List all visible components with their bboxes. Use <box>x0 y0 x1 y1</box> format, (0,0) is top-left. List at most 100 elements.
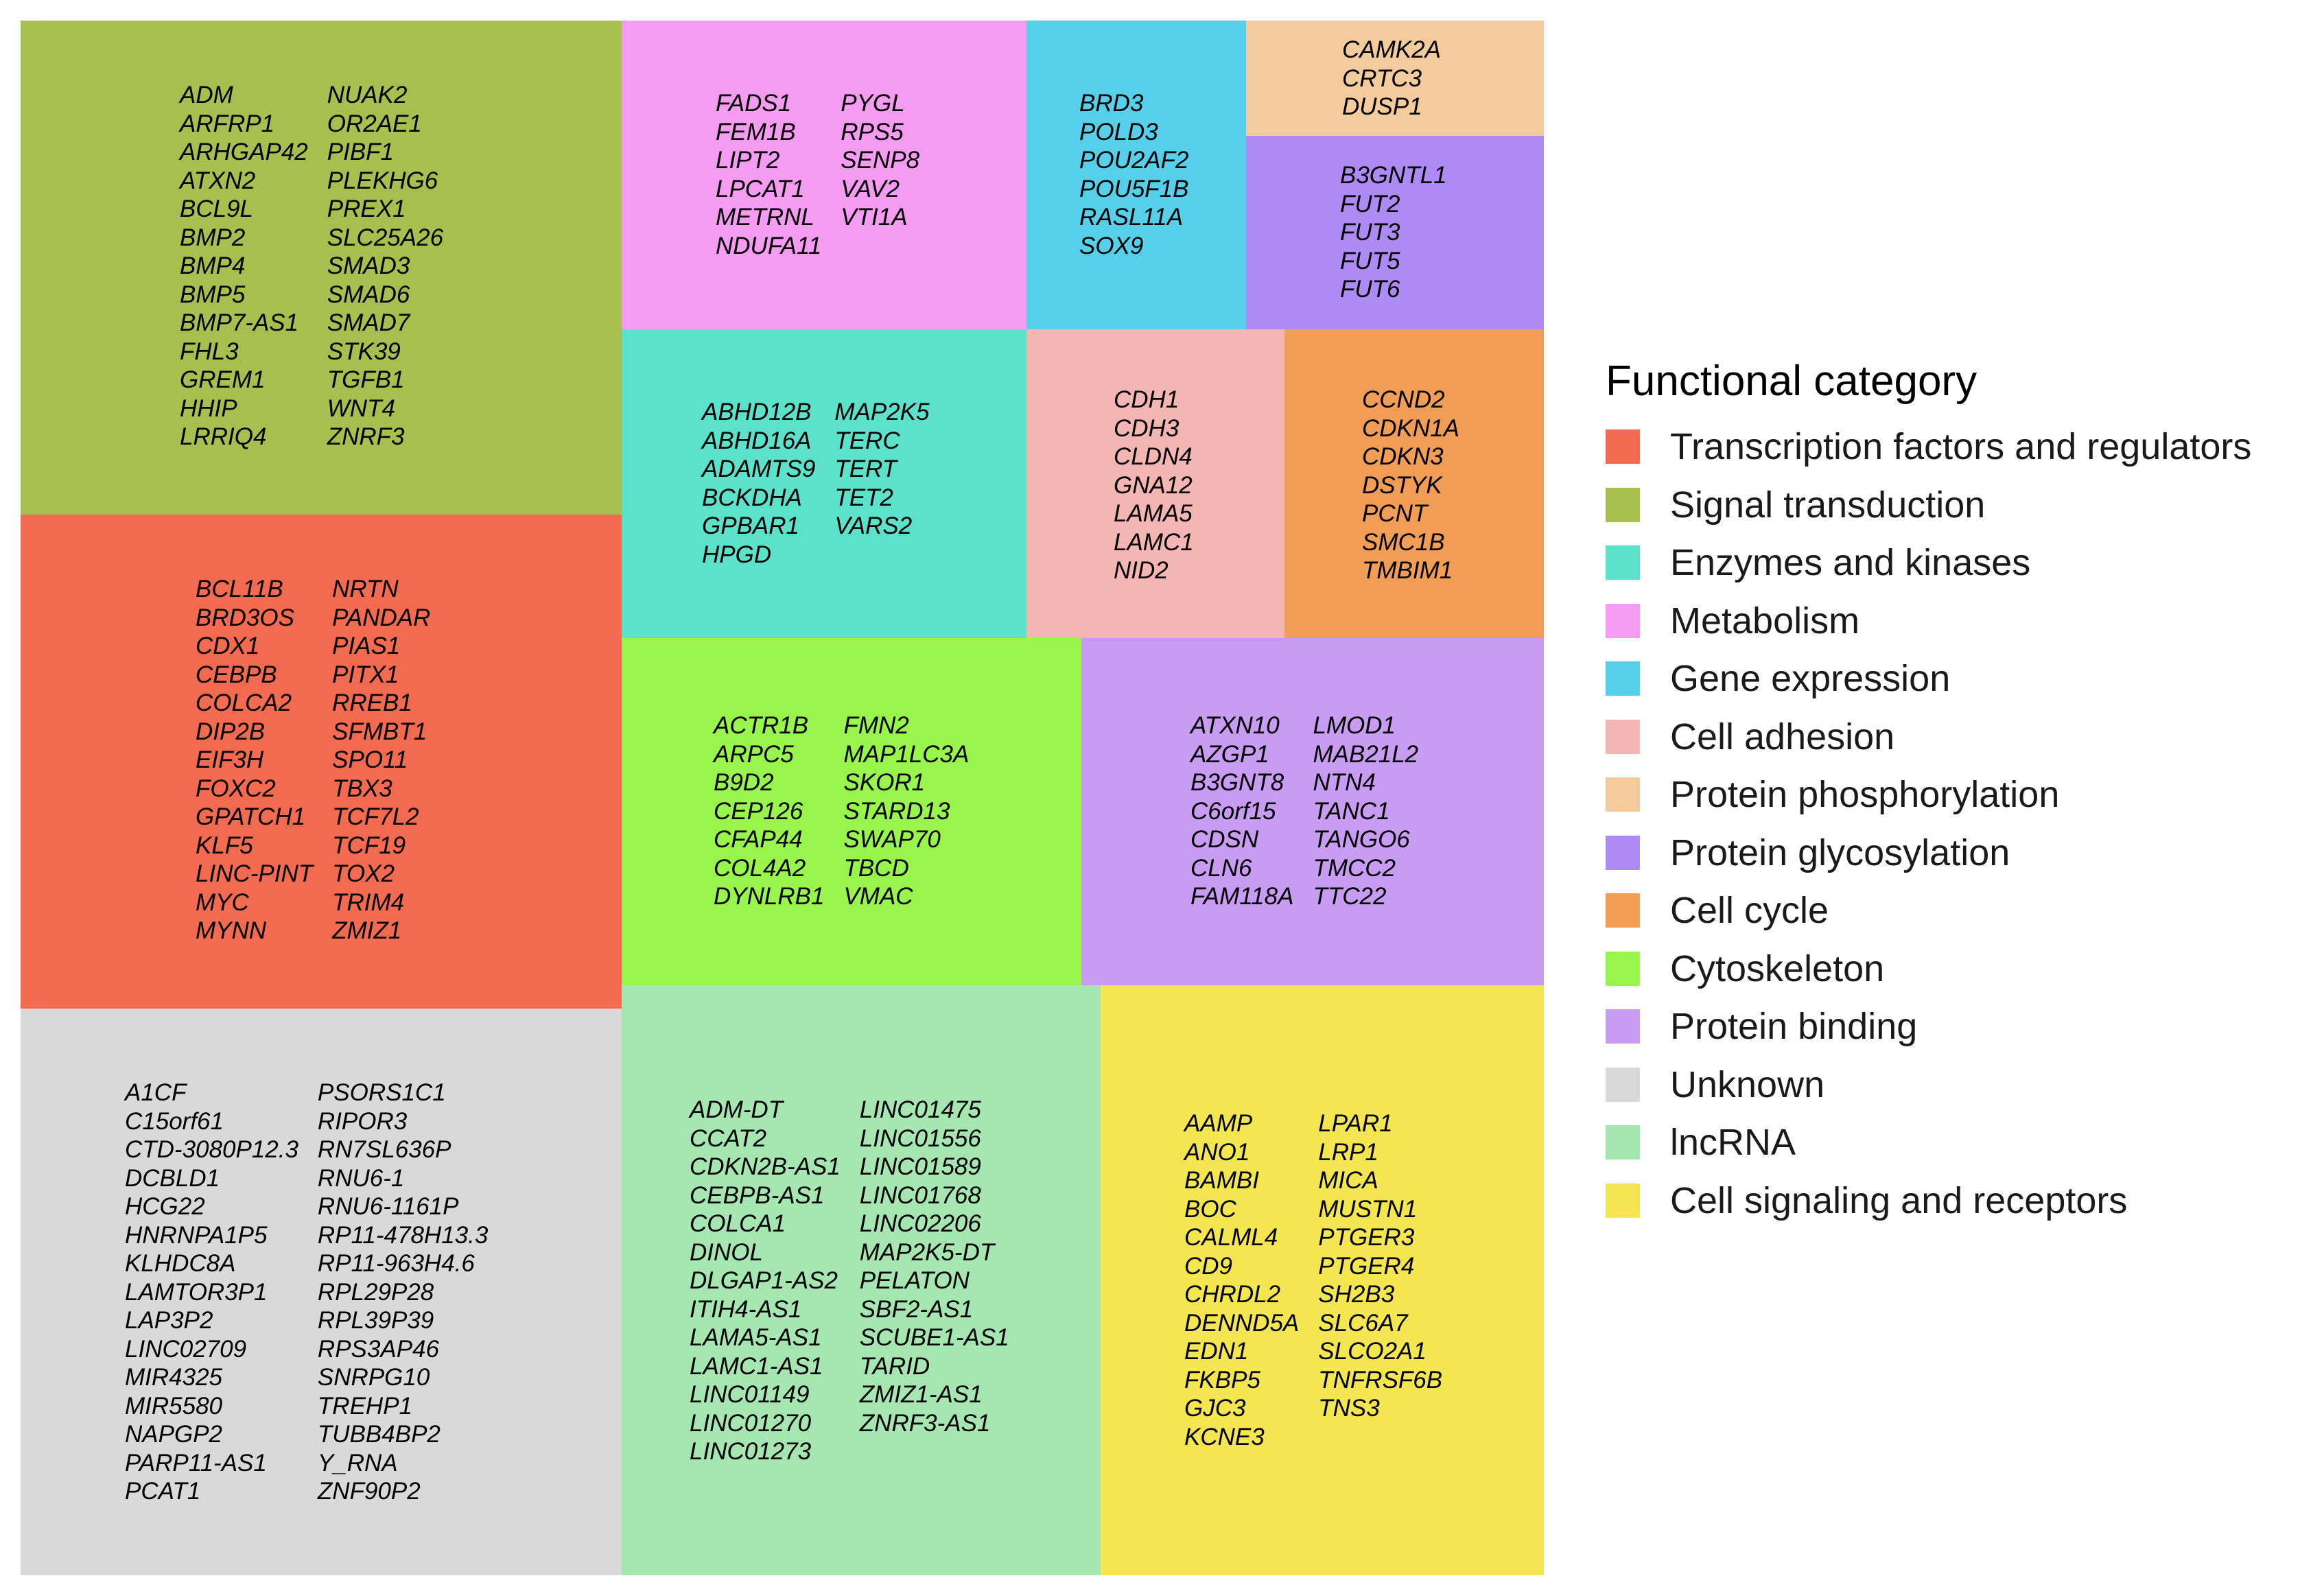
gene-label: CEP126 <box>714 797 803 825</box>
legend-item: Signal transduction <box>1606 476 2251 534</box>
gene-label: FADS1 <box>716 90 792 117</box>
gene-label: ABHD12B <box>702 399 812 425</box>
gene-label: DIP2B <box>196 718 266 745</box>
tile-gene-list: CCND2 CDKN1A CDKN3 DSTYK PCNT SMC1B TMBIM1 <box>1362 386 1459 585</box>
gene-label: FKBP5 <box>1184 1366 1260 1393</box>
gene-label: MICA <box>1318 1167 1378 1194</box>
gene-label: TCF7L2 <box>332 803 419 830</box>
legend-swatch <box>1606 1009 1640 1044</box>
gene-label: DLGAP1-AS2 <box>690 1267 838 1294</box>
gene-label: SBF2-AS1 <box>859 1295 974 1323</box>
gene-label: ZNF90P2 <box>317 1478 421 1505</box>
tile-gene-list: B3GNTL1 FUT2 FUT3 FUT5 FUT6 <box>1340 161 1447 304</box>
gene-label: ZMIZ1 <box>332 917 402 944</box>
gene-label: BOC <box>1184 1195 1236 1223</box>
gene-label: B3GNTL1 <box>1340 162 1447 189</box>
legend-item: Cytoskeleton <box>1606 940 2251 998</box>
gene-label: ZMIZ1-AS1 <box>859 1381 983 1408</box>
gene-label: METRNL <box>716 204 814 231</box>
gene-label: ATXN10 <box>1190 712 1280 739</box>
gene-label: NUAK2 <box>327 82 408 108</box>
legend-label: Cell cycle <box>1670 890 1829 932</box>
gene-label: SLCO2A1 <box>1318 1338 1427 1365</box>
gene-label: COL4A2 <box>714 854 806 882</box>
legend-label: Gene expression <box>1670 658 1951 700</box>
legend-label: Protein glycosylation <box>1670 832 2010 873</box>
gene-label: C15orf61 <box>125 1107 224 1135</box>
gene-label: TTC22 <box>1313 883 1387 910</box>
tile-gene-list: ATXN10 AZGP1 B3GNT8 C6orf15 CDSN CLN6 FAM118A L… <box>1190 711 1418 911</box>
legend: Functional category Transcription factor… <box>1606 357 2251 1229</box>
gene-label: TGFB1 <box>327 366 405 393</box>
gene-label: SH2B3 <box>1318 1281 1395 1308</box>
gene-label: CDSN <box>1190 826 1259 853</box>
gene-label: ARPC5 <box>714 740 794 768</box>
gene-label: FUT6 <box>1340 276 1400 303</box>
gene-label: SKOR1 <box>843 769 926 796</box>
gene-label: TUBB4BP2 <box>317 1421 441 1448</box>
legend-item: Transcription factors and regulators <box>1606 418 2251 476</box>
legend-swatch <box>1606 1067 1640 1102</box>
legend-label: Enzymes and kinases <box>1670 542 2031 584</box>
legend-swatch <box>1606 777 1640 812</box>
gene-label: LPCAT1 <box>716 175 805 202</box>
gene-label: ZNRF3 <box>327 423 405 450</box>
gene-label: RPS3AP46 <box>317 1335 439 1363</box>
legend-item: Enzymes and kinases <box>1606 534 2251 592</box>
gene-column: NUAK2 OR2AE1 PIBF1 PLEKHG6 PREX1 SLC25A26 SMAD… <box>327 81 443 451</box>
gene-label: EIF3H <box>196 746 264 773</box>
gene-column: A1CF C15orf61 CTD-3080P12.3 DCBLD1 HCG22 HNRN… <box>125 1079 298 1506</box>
gene-label: LINC01270 <box>690 1409 812 1437</box>
gene-label: NDUFA11 <box>716 232 822 259</box>
tile-gene-list: ABHD12B ABHD16A ADAMTS9 BCKDHA GPBAR1 HPGD MAP… <box>702 398 929 569</box>
gene-label: LINC01475 <box>859 1096 981 1123</box>
gene-label: LAMC1 <box>1114 528 1194 556</box>
gene-column: MAP2K5 TERC TERT TET2 VARS2 <box>834 398 929 569</box>
gene-label: ARFRP1 <box>180 110 275 137</box>
gene-label: CDKN1A <box>1362 414 1459 442</box>
gene-label: CCND2 <box>1362 386 1445 413</box>
gene-label: FAM118A <box>1190 883 1294 910</box>
legend-swatch <box>1606 1183 1640 1218</box>
gene-label: CDX1 <box>196 633 260 659</box>
gene-label: TOX2 <box>332 860 395 887</box>
gene-label: CEBPB <box>196 661 277 688</box>
gene-label: RP11-478H13.3 <box>317 1221 489 1249</box>
gene-label: SLC25A26 <box>327 224 444 251</box>
legend-item: lncRNA <box>1606 1114 2251 1172</box>
tile-gene-list: CDH1 CDH3 CLDN4 GNA12 LAMA5 LAMC1 NID2 <box>1114 386 1194 585</box>
gene-label: FHL3 <box>180 338 239 365</box>
gene-label: BMP5 <box>180 281 246 308</box>
gene-label: RPL39P39 <box>317 1307 434 1334</box>
gene-label: RPL29P28 <box>317 1278 434 1306</box>
gene-label: TARID <box>859 1352 930 1380</box>
gene-label: LIPT2 <box>716 147 780 174</box>
gene-label: STK39 <box>327 338 401 365</box>
tile-gene-list: FADS1 FEM1B LIPT2 LPCAT1 METRNL NDUFA11 PYGL RP… <box>716 89 919 260</box>
legend-label: Protein phosphorylation <box>1670 774 2060 816</box>
gene-label: A1CF <box>125 1079 187 1106</box>
treemap-tile <box>21 1009 622 1575</box>
treemap-tile <box>1246 21 1544 136</box>
gene-label: SMC1B <box>1362 528 1445 556</box>
gene-column: FMN2 MAP1LC3A SKOR1 STARD13 SWAP70 TBCD VMAC <box>843 711 969 911</box>
gene-label: PELATON <box>859 1267 970 1294</box>
gene-label: ATXN2 <box>180 167 256 194</box>
gene-label: COLCA1 <box>690 1210 786 1237</box>
gene-label: MYC <box>196 888 249 916</box>
treemap-tile <box>1026 21 1246 329</box>
gene-label: MUSTN1 <box>1318 1195 1418 1223</box>
treemap: ADM ARFRP1 ARHGAP42 ATXN2 BCL9L BMP2 BMP4 BMP5 B… <box>21 21 1544 1575</box>
gene-label: SMAD3 <box>327 252 410 279</box>
gene-label: NRTN <box>332 576 399 602</box>
gene-label: CHRDL2 <box>1184 1281 1281 1308</box>
gene-label: TBCD <box>843 854 909 882</box>
gene-label: LINC01768 <box>859 1181 981 1209</box>
gene-column: BCL11B BRD3OS CDX1 CEBPB COLCA2 DIP2B EIF3H FOX… <box>196 575 313 945</box>
gene-label: SNRPG10 <box>317 1364 430 1391</box>
treemap-tile <box>622 329 1026 638</box>
gene-label: TANGO6 <box>1313 826 1410 853</box>
gene-label: BCKDHA <box>702 484 802 511</box>
gene-label: LINC01556 <box>859 1125 981 1152</box>
legend-items: Transcription factors and regulators Sign… <box>1606 418 2251 1229</box>
